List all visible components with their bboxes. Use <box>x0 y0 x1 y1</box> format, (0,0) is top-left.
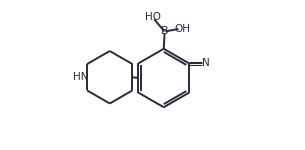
Text: HN: HN <box>73 72 88 82</box>
Text: B: B <box>161 27 168 36</box>
Text: HO: HO <box>145 12 161 22</box>
Text: N: N <box>202 58 210 68</box>
Text: OH: OH <box>174 24 191 34</box>
